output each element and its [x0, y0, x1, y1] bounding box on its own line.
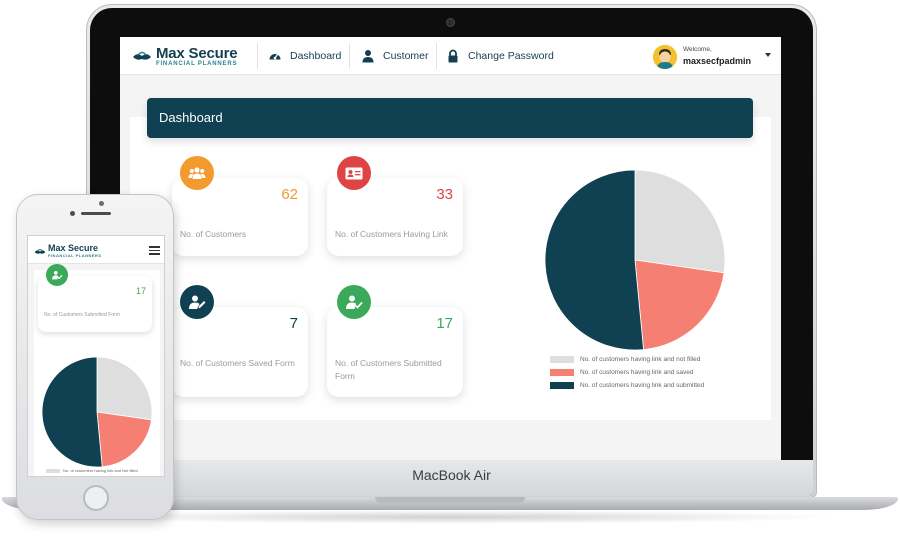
pie-slice[interactable] — [634, 169, 726, 274]
stat-card-having-link[interactable]: 33 No. of Customers Having Link — [327, 156, 463, 256]
nav-divider — [349, 43, 350, 69]
pie-slice[interactable] — [96, 356, 153, 421]
laptop-hinge-notch — [375, 497, 525, 503]
brand-name: Max Secure — [48, 243, 99, 253]
stat-label: No. of Customers Submitted Form — [335, 358, 442, 381]
username: maxsecfpadmin — [683, 56, 752, 66]
legend-label: No. of customers having link and not fil… — [580, 356, 701, 363]
pie-legend: No. of customers having link and not fil… — [550, 353, 750, 392]
page-title-bar: Dashboard — [147, 98, 753, 138]
stat-value: 17 — [436, 315, 453, 332]
mobile-navbar: Max Secure FINANCIAL PLANNERS — [28, 236, 164, 264]
pie-slice[interactable] — [544, 169, 644, 351]
phone-front-sensor — [99, 201, 104, 206]
lock-icon — [448, 49, 458, 63]
legend-swatch — [550, 369, 574, 376]
laptop-screen: Max Secure FINANCIAL PLANNERS Dashboard … — [120, 37, 781, 460]
brand-logo[interactable]: Max Secure FINANCIAL PLANNERS — [132, 45, 242, 69]
dashboard-gauge-icon — [269, 53, 281, 60]
pie-slice[interactable] — [41, 356, 103, 468]
legend-label: No. of customers having link and submitt… — [580, 382, 705, 389]
stat-card-submitted-form[interactable]: 17 No. of Customers Submitted Form — [327, 285, 463, 397]
hands-logo-icon — [133, 51, 151, 60]
stat-label: No. of Customers Saved Form — [180, 358, 295, 368]
avatar-face-icon — [653, 45, 677, 69]
brand-name: Max Secure — [156, 45, 238, 62]
phone-screen: Max Secure FINANCIAL PLANNERS 17 No. of … — [27, 235, 165, 477]
laptop-chin: MacBook Air — [90, 460, 813, 496]
laptop-base — [2, 497, 898, 510]
phone-front-camera — [70, 211, 75, 216]
stat-card-saved-form[interactable]: 7 No. of Customers Saved Form — [172, 285, 308, 397]
user-edit-icon — [180, 285, 214, 319]
mobile-pie-chart[interactable] — [41, 356, 153, 468]
nav-divider — [436, 43, 437, 69]
legend-item[interactable]: No. of customers having link and submitt… — [550, 379, 750, 392]
mobile-stat-card-submitted-form[interactable]: 17 No. of Customers Submitted Form — [38, 264, 152, 332]
laptop-model-label: MacBook Air — [412, 467, 491, 483]
legend-item[interactable]: No. of customers having link and not fil… — [550, 353, 750, 366]
legend-item[interactable]: No. of customers having link and saved — [550, 366, 750, 379]
stat-value: 7 — [289, 315, 298, 332]
user-icon — [362, 50, 374, 63]
mobile-pie-legend: No. of customers having link and Not fil… — [46, 468, 138, 473]
brand-tagline: FINANCIAL PLANNERS — [156, 61, 238, 67]
stat-value: 17 — [135, 286, 146, 296]
nav-item-label: Dashboard — [290, 50, 342, 62]
stat-card-customers[interactable]: 62 No. of Customers — [172, 156, 308, 256]
nav-item-change-password[interactable]: Change Password — [446, 47, 554, 65]
welcome-text: Welcome, — [683, 46, 712, 53]
brand-tagline: FINANCIAL PLANNERS — [48, 253, 102, 258]
user-check-icon — [337, 285, 371, 319]
customer-link-pie-chart[interactable] — [540, 168, 730, 354]
laptop-shadow — [60, 510, 840, 524]
stat-value: 33 — [436, 186, 453, 203]
nav-divider — [257, 43, 258, 69]
laptop-camera — [446, 18, 455, 27]
page-title: Dashboard — [159, 110, 223, 125]
users-icon — [180, 156, 214, 190]
stat-label: No. of Customers Submitted Form — [44, 312, 120, 318]
legend-swatch — [46, 468, 60, 473]
phone-mockup: Max Secure FINANCIAL PLANNERS 17 No. of … — [16, 194, 174, 520]
legend-label: No. of customers having link and Not fil… — [63, 468, 138, 473]
phone-speaker — [81, 212, 111, 215]
nav-item-dashboard[interactable]: Dashboard — [268, 47, 341, 65]
user-check-icon — [46, 264, 68, 286]
pie-slice[interactable] — [634, 259, 725, 351]
stat-label: No. of Customers Having Link — [335, 229, 448, 239]
phone-home-button[interactable] — [83, 485, 109, 511]
hands-logo-icon — [34, 248, 46, 254]
stat-label: No. of Customers — [180, 229, 247, 239]
legend-label: No. of customers having link and saved — [580, 369, 694, 376]
user-avatar — [653, 45, 677, 69]
top-navbar: Max Secure FINANCIAL PLANNERS Dashboard … — [120, 37, 781, 75]
nav-item-customer[interactable]: Customer — [361, 47, 429, 65]
user-menu[interactable]: Welcome, maxsecfpadmin — [653, 44, 771, 70]
stat-value: 62 — [281, 186, 298, 203]
caret-down-icon[interactable] — [765, 53, 771, 57]
nav-item-label: Customer — [383, 50, 429, 62]
hamburger-menu-icon[interactable] — [149, 246, 160, 255]
nav-item-label: Change Password — [468, 50, 554, 62]
id-card-icon — [337, 156, 371, 190]
legend-swatch — [550, 356, 574, 363]
pie-slice[interactable] — [96, 411, 152, 468]
legend-swatch — [550, 382, 574, 389]
